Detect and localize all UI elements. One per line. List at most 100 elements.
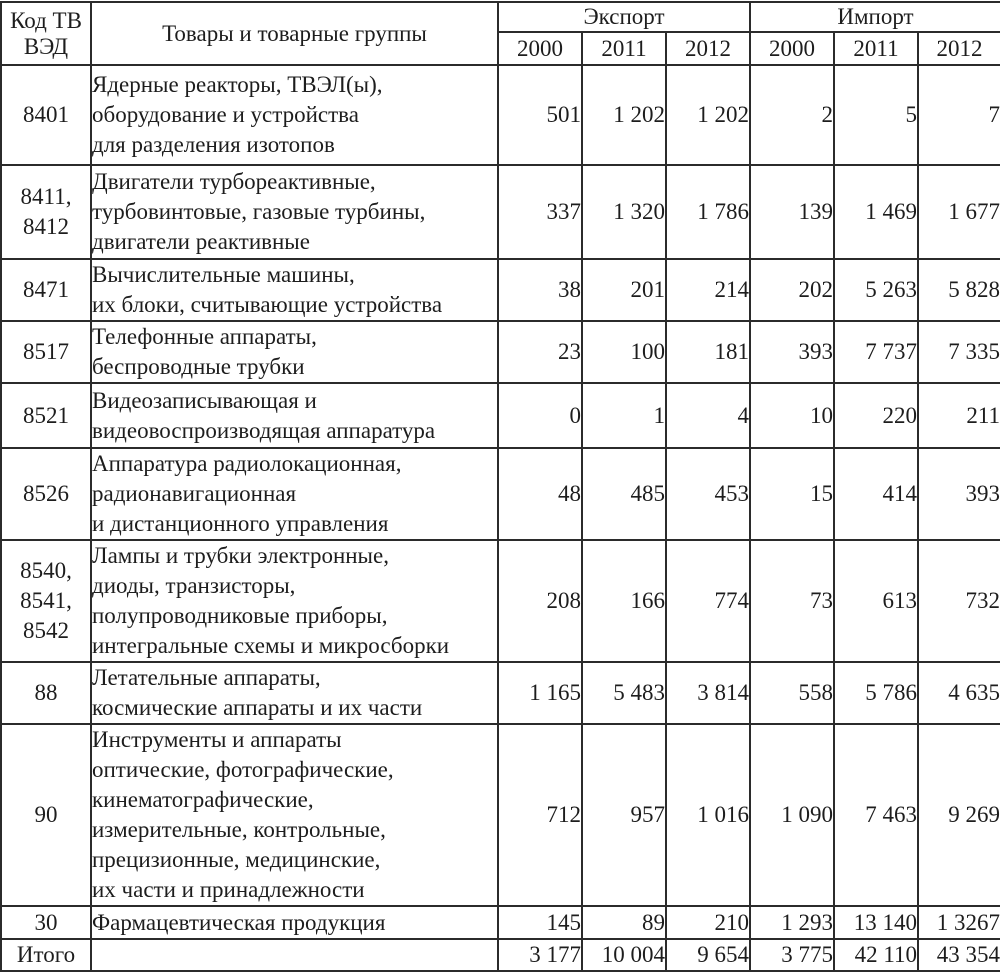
total-label-cell: Итого <box>0 938 92 972</box>
code-cell: 8517 <box>0 320 92 384</box>
goods-line: космические аппараты и их части <box>92 695 423 720</box>
code-cell: 8526 <box>0 447 92 541</box>
total-export-value-cell: 9 654 <box>665 938 751 972</box>
header-code-line2: ВЭД <box>23 33 69 59</box>
import-value-cell: 211 <box>917 382 1000 449</box>
table-header: Код ТВ ВЭД Товары и товарные группы Эксп… <box>0 1 1000 66</box>
code-cell: 8411, 8412 <box>0 164 92 260</box>
code-line: 30 <box>34 909 58 935</box>
export-value-cell: 48 <box>497 447 583 541</box>
header-import-year-2012: 2012 <box>917 31 1000 66</box>
export-value-cell: 1 016 <box>665 723 751 907</box>
goods-line: измерительные, контрольные, <box>92 817 386 842</box>
import-value-cell: 5 786 <box>833 661 919 725</box>
goods-cell: Телефонные аппараты, беспроводные трубки <box>90 320 499 384</box>
header-import-year-2011: 2011 <box>833 31 919 66</box>
import-value-cell: 7 463 <box>833 723 919 907</box>
goods-cell: Летательные аппараты, космические аппарат… <box>90 661 499 725</box>
export-value-cell: 3 814 <box>665 661 751 725</box>
code-line: 90 <box>34 802 58 827</box>
import-value-cell: 1 677 <box>917 164 1000 260</box>
goods-line: их части и принадлежности <box>92 877 365 902</box>
export-value-cell: 145 <box>497 905 583 940</box>
code-line: 8412 <box>23 214 69 239</box>
goods-line: для разделения изотопов <box>92 132 335 157</box>
export-value-cell: 100 <box>581 320 667 384</box>
code-cell: 8540, 8541, 8542 <box>0 539 92 663</box>
export-value-cell: 453 <box>665 447 751 541</box>
goods-line: Инструменты и аппараты <box>92 727 342 752</box>
goods-line: Видеозаписывающая и <box>92 387 317 413</box>
export-value-cell: 485 <box>581 447 667 541</box>
import-value-cell: 5 263 <box>833 258 919 322</box>
goods-line: турбовинтовые, газовые турбины, <box>92 199 426 224</box>
total-import-value-cell: 42 110 <box>833 938 919 972</box>
goods-line: кинематографические, <box>92 787 314 812</box>
import-value-cell: 1 469 <box>833 164 919 260</box>
code-cell: 8471 <box>0 258 92 322</box>
code-line: 8542 <box>23 618 69 643</box>
export-value-cell: 214 <box>665 258 751 322</box>
import-value-cell: 2 <box>749 64 835 166</box>
export-value-cell: 1 320 <box>581 164 667 260</box>
goods-line: оптические, фотографические, <box>92 757 394 782</box>
header-export-year-2011: 2011 <box>581 31 667 66</box>
export-value-cell: 1 202 <box>581 64 667 166</box>
export-value-cell: 23 <box>497 320 583 384</box>
table-row: 8401 Ядерные реакторы, ТВЭЛ(ы), оборудован… <box>0 64 1000 166</box>
import-value-cell: 1 090 <box>749 723 835 907</box>
header-export-year-2012: 2012 <box>665 31 751 66</box>
table-row: 8517 Телефонные аппараты, беспроводные тру… <box>0 320 1000 384</box>
export-value-cell: 210 <box>665 905 751 940</box>
header-import-year-2000: 2000 <box>749 31 835 66</box>
export-value-cell: 208 <box>497 539 583 663</box>
goods-cell: Вычислительные машины, их блоки, считываю… <box>90 258 499 322</box>
header-code-line1: Код ТВ <box>10 7 82 33</box>
import-value-cell: 393 <box>917 447 1000 541</box>
import-value-cell: 732 <box>917 539 1000 663</box>
table-row: 8411, 8412 Двигатели турбореактивные, турбо… <box>0 164 1000 260</box>
table-row: 90 Инструменты и аппараты оптические, фото… <box>0 723 1000 907</box>
import-value-cell: 7 335 <box>917 320 1000 384</box>
export-value-cell: 1 202 <box>665 64 751 166</box>
import-value-cell: 73 <box>749 539 835 663</box>
import-value-cell: 1 3267 <box>917 905 1000 940</box>
import-value-cell: 5 <box>833 64 919 166</box>
goods-line: прецизионные, медицинские, <box>92 847 381 872</box>
import-value-cell: 613 <box>833 539 919 663</box>
code-line: 8411, <box>20 184 72 209</box>
header-export-year-2000: 2000 <box>497 31 583 66</box>
import-value-cell: 10 <box>749 382 835 449</box>
export-value-cell: 166 <box>581 539 667 663</box>
import-value-cell: 13 140 <box>833 905 919 940</box>
export-value-cell: 89 <box>581 905 667 940</box>
goods-line: Фармацевтическая продукция <box>92 909 386 935</box>
import-value-cell: 393 <box>749 320 835 384</box>
export-value-cell: 337 <box>497 164 583 260</box>
import-value-cell: 4 635 <box>917 661 1000 725</box>
export-value-cell: 1 <box>581 382 667 449</box>
table-row: 8471 Вычислительные машины, их блоки, счит… <box>0 258 1000 322</box>
code-line: 8401 <box>23 102 69 127</box>
code-line: 8521 <box>23 402 69 428</box>
header-import-group: Импорт <box>749 1 1000 33</box>
import-value-cell: 220 <box>833 382 919 449</box>
export-value-cell: 957 <box>581 723 667 907</box>
export-value-cell: 712 <box>497 723 583 907</box>
table-row: 8526 Аппаратура радиолокационная, радионав… <box>0 447 1000 541</box>
code-line: 8517 <box>23 339 69 364</box>
table-row: 8521 Видеозаписывающая и видеовоспроизводя… <box>0 382 1000 449</box>
total-import-value-cell: 43 354 <box>917 938 1000 972</box>
goods-cell: Аппаратура радиолокационная, радионавигац… <box>90 447 499 541</box>
goods-cell: Инструменты и аппараты оптические, фотогр… <box>90 723 499 907</box>
goods-line: Ядерные реакторы, ТВЭЛ(ы), <box>92 72 383 97</box>
goods-line: видеовоспроизводящая аппаратура <box>92 417 436 443</box>
table-row: 88 Летательные аппараты, космические аппар… <box>0 661 1000 725</box>
header-export-group: Экспорт <box>497 1 751 33</box>
code-line: 8540, <box>20 558 72 583</box>
export-value-cell: 0 <box>497 382 583 449</box>
code-line: 8471 <box>23 277 69 302</box>
goods-line: и дистанционного управления <box>92 511 389 536</box>
code-cell: 8401 <box>0 64 92 166</box>
import-value-cell: 9 269 <box>917 723 1000 907</box>
